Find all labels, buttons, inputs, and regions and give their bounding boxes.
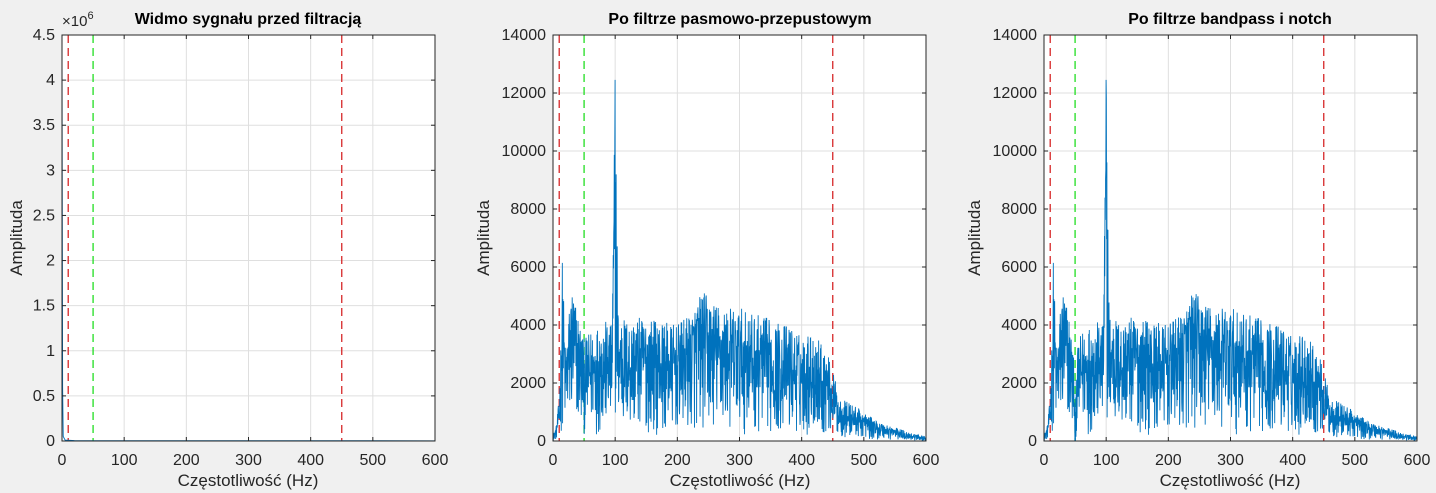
y-tick-label: 6000 xyxy=(510,259,546,276)
y-exponent-base: ×10 xyxy=(62,13,87,30)
vertical-lines-1 xyxy=(67,35,343,441)
vertical-lines-3 xyxy=(1049,35,1325,441)
x-ticks-1: 0 100 200 300 400 500 600 xyxy=(58,35,449,469)
x-tick-label: 100 xyxy=(602,452,629,469)
x-tick-label: 200 xyxy=(1155,452,1182,469)
x-ticks-2: 0 100 200 300 400 500 600 xyxy=(549,35,940,469)
y-tick-label: 14000 xyxy=(993,27,1038,44)
series-2 xyxy=(552,79,927,441)
subplot-2: 0 100 200 300 400 500 600 0 2000 4000 6000 8000 100… xyxy=(474,11,939,490)
y-ticks-1: 0 0.5 1 1.5 2 2.5 3 3.5 4 4.5 xyxy=(33,27,435,450)
y-tick-label: 12000 xyxy=(993,85,1038,102)
subplot-1: 0 100 200 300 400 500 600 0 0.5 1 1.5 2 2.5 3 3.5 4 4.5… xyxy=(7,10,448,490)
y-tick-label: 1 xyxy=(46,343,55,360)
y-ticks-3: 0 2000 4000 6000 8000 10000 12000 14000 xyxy=(993,27,1417,450)
x-tick-label: 300 xyxy=(726,452,753,469)
y-tick-label: 6000 xyxy=(1001,259,1037,276)
x-tick-label: 300 xyxy=(1217,452,1244,469)
x-tick-label: 200 xyxy=(664,452,691,469)
y-tick-label: 4 xyxy=(46,72,55,89)
y-exponent-label: ×106 xyxy=(62,10,94,30)
y-exponent-power: 6 xyxy=(87,10,93,22)
series-3 xyxy=(1043,79,1418,442)
y-axis-label-3: Amplituda xyxy=(965,200,984,276)
x-axis-label-2: Częstotliwość (Hz) xyxy=(670,471,811,490)
y-tick-label: 0 xyxy=(1028,433,1037,450)
x-tick-label: 0 xyxy=(1040,452,1049,469)
x-tick-label: 600 xyxy=(1404,452,1431,469)
x-tick-label: 100 xyxy=(111,452,138,469)
y-axis-label-1: Amplituda xyxy=(7,200,26,276)
y-tick-label: 10000 xyxy=(993,143,1038,160)
x-axis-label-3: Częstotliwość (Hz) xyxy=(1160,471,1301,490)
y-tick-label: 2000 xyxy=(1001,375,1037,392)
x-tick-label: 400 xyxy=(788,452,815,469)
x-tick-label: 500 xyxy=(1341,452,1368,469)
chart-title-2: Po filtrze pasmowo-przepustowym xyxy=(608,11,871,28)
x-ticks-3: 0 100 200 300 400 500 600 xyxy=(1040,35,1431,469)
y-tick-label: 4000 xyxy=(510,317,546,334)
x-tick-label: 0 xyxy=(58,452,67,469)
y-tick-label: 14000 xyxy=(502,27,547,44)
y-tick-label: 8000 xyxy=(1001,201,1037,218)
x-tick-label: 600 xyxy=(422,452,449,469)
x-tick-label: 400 xyxy=(1279,452,1306,469)
x-tick-label: 500 xyxy=(850,452,877,469)
x-tick-label: 500 xyxy=(359,452,386,469)
y-tick-label: 12000 xyxy=(502,85,547,102)
y-tick-label: 4.5 xyxy=(33,27,55,44)
x-tick-label: 300 xyxy=(235,452,262,469)
y-axis-label-2: Amplituda xyxy=(474,200,493,276)
x-tick-label: 0 xyxy=(549,452,558,469)
x-tick-label: 600 xyxy=(913,452,940,469)
subplot-3: 0 100 200 300 400 500 600 0 2000 4000 6000 8000 100… xyxy=(965,11,1430,490)
x-axis-label-1: Częstotliwość (Hz) xyxy=(178,471,319,490)
chart-title-1: Widmo sygnału przed filtracją xyxy=(135,11,362,28)
y-tick-label: 2000 xyxy=(510,375,546,392)
y-tick-label: 0 xyxy=(537,433,546,450)
y-tick-label: 0 xyxy=(46,433,55,450)
spectrum-line xyxy=(552,79,927,441)
y-tick-label: 8000 xyxy=(510,201,546,218)
y-tick-label: 3 xyxy=(46,162,55,179)
y-tick-label: 0.5 xyxy=(33,388,55,405)
y-tick-label: 4000 xyxy=(1001,317,1037,334)
chart-title-3: Po filtrze bandpass i notch xyxy=(1128,11,1332,28)
x-tick-label: 200 xyxy=(173,452,200,469)
grid-1 xyxy=(62,35,435,441)
y-tick-label: 10000 xyxy=(502,143,547,160)
y-tick-label: 3.5 xyxy=(33,117,55,134)
x-tick-label: 400 xyxy=(297,452,324,469)
x-tick-label: 100 xyxy=(1093,452,1120,469)
y-tick-label: 2 xyxy=(46,253,55,270)
y-tick-label: 1.5 xyxy=(33,298,55,315)
y-tick-label: 2.5 xyxy=(33,207,55,224)
y-ticks-2: 0 2000 4000 6000 8000 10000 12000 14000 xyxy=(502,27,926,450)
spectrum-line xyxy=(1043,79,1418,442)
